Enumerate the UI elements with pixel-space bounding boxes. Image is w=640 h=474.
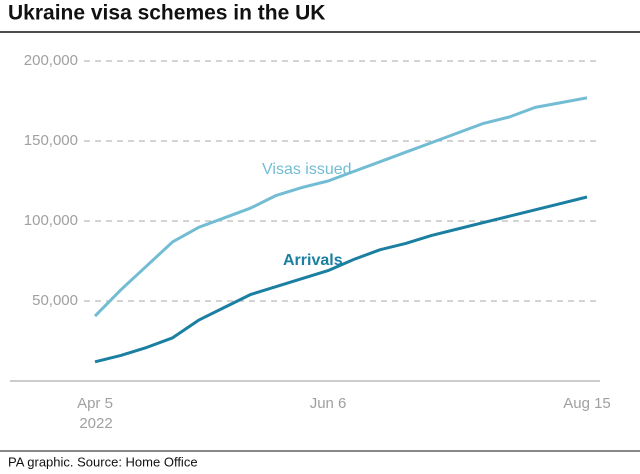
chart-title: Ukraine visa schemes in the UK [8, 2, 325, 25]
source: PA graphic. Source: Home Office [8, 454, 198, 469]
y-tick-label: 100,000 [24, 212, 78, 229]
series-label: Visas issued [262, 161, 352, 178]
y-tick-label: 200,000 [24, 52, 78, 69]
x-tick-label: Aug 15 [563, 395, 611, 412]
y-tick-label: 150,000 [24, 132, 78, 149]
series-label: Arrivals [283, 252, 343, 269]
x-tick-label: Jun 6 [310, 395, 347, 412]
series-line [93, 96, 588, 318]
series-line [94, 195, 588, 364]
year-label: 2022 [79, 415, 112, 432]
y-tick-label: 50,000 [32, 292, 78, 309]
x-tick-label: Apr 5 [77, 395, 113, 412]
